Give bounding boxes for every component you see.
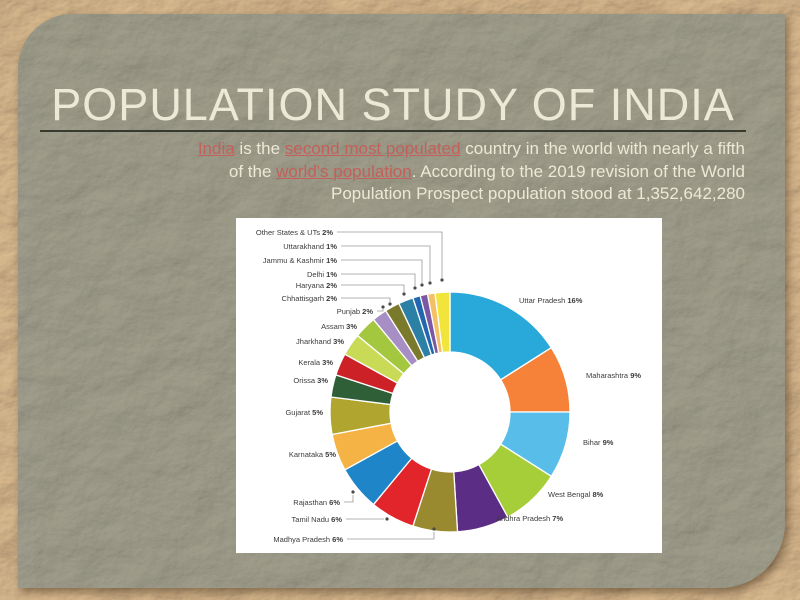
subtitle-line: Population Prospect population stood at … — [55, 183, 745, 206]
subtitle-link[interactable]: world's population — [276, 161, 412, 181]
subtitle-link[interactable]: second most populated — [284, 139, 461, 158]
subtitle-text: . According to the 2019 revision of the … — [411, 161, 745, 181]
slice-label: Orissa 3% — [293, 376, 328, 385]
leader-dot — [432, 527, 436, 531]
leader-dot — [381, 305, 385, 309]
leader-line — [337, 231, 443, 278]
slice-label: Bihar 9% — [583, 438, 614, 447]
leader-line — [344, 495, 354, 503]
leader-dot — [388, 302, 392, 306]
subtitle-text: country in the world with nearly a fifth — [460, 139, 745, 158]
slice-label: Punjab 2% — [337, 307, 374, 316]
subtitle-text: Population Prospect population stood at … — [331, 184, 745, 204]
leader-line — [341, 259, 423, 283]
leader-dot — [428, 281, 432, 285]
slice-label: Uttarakhand 1% — [283, 242, 337, 251]
subtitle-line: of the world's population. According to … — [55, 161, 745, 184]
slice-label: Rajasthan 6% — [293, 498, 340, 507]
slice-label: Delhi 1% — [307, 270, 337, 279]
pie-slice — [434, 291, 451, 354]
slice-label: Madhya Pradesh 6% — [273, 535, 343, 544]
slice-label: Maharashtra 9% — [586, 371, 641, 380]
slice-label: Gujarat 5% — [285, 408, 323, 417]
chart-panel: Uttar Pradesh 16% Maharashtra 9% Bihar 9% W… — [236, 218, 662, 553]
slice-label: West Bengal 8% — [548, 490, 604, 499]
leader-line — [341, 245, 431, 281]
leader-dot — [402, 292, 406, 296]
leader-dot — [440, 278, 444, 282]
subtitle-link[interactable]: India — [197, 139, 235, 158]
slice-label: Karnataka 5% — [289, 450, 336, 459]
slice-label: Chhattisgarh 2% — [282, 294, 338, 303]
leader-line — [377, 309, 384, 312]
slice-label: Assam 3% — [321, 322, 357, 331]
leader-line — [341, 273, 416, 286]
leader-line — [341, 297, 391, 302]
slice-label: Tamil Nadu 6% — [292, 515, 343, 524]
leader-dot — [385, 517, 389, 521]
slice-label: Kerala 3% — [298, 358, 333, 367]
slide-subtitle: India is the second most populated count… — [55, 138, 745, 206]
slice-label: Uttar Pradesh 16% — [519, 296, 583, 305]
leader-line — [347, 532, 435, 540]
page-title: POPULATION STUDY OF INDIA — [40, 82, 746, 132]
subtitle-text: is the — [234, 139, 285, 158]
slice-label: Andhra Pradesh 7% — [496, 514, 563, 523]
leader-dot — [420, 283, 424, 287]
leader-dot — [413, 286, 417, 290]
leader-dot — [351, 490, 355, 494]
population-donut-chart: Uttar Pradesh 16% Maharashtra 9% Bihar 9% W… — [256, 228, 641, 544]
slice-label: Haryana 2% — [296, 281, 338, 290]
slice-label: Jharkhand 3% — [296, 337, 344, 346]
leader-line — [341, 284, 405, 292]
slice-label: Other States & UTs 2% — [256, 228, 333, 237]
slice-label: Jammu & Kashmir 1% — [263, 256, 338, 265]
subtitle-text: of the — [228, 161, 277, 181]
subtitle-line: India is the second most populated count… — [55, 138, 745, 161]
